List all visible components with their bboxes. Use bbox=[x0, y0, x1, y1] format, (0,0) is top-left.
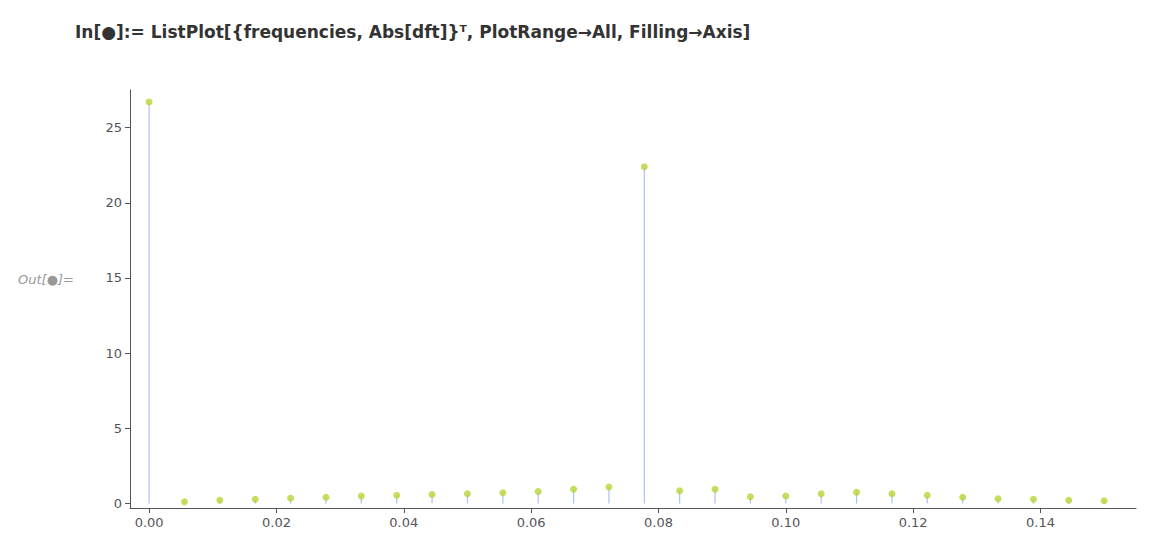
svg-text:0: 0 bbox=[114, 496, 122, 511]
svg-text:Out[●]=: Out[●]= bbox=[18, 272, 74, 287]
svg-text:0.04: 0.04 bbox=[389, 515, 418, 530]
svg-text:25: 25 bbox=[105, 120, 122, 135]
svg-text:10: 10 bbox=[105, 346, 122, 361]
svg-text:0.10: 0.10 bbox=[771, 515, 800, 530]
svg-text:0.00: 0.00 bbox=[135, 515, 164, 530]
svg-text:0.02: 0.02 bbox=[262, 515, 291, 530]
svg-text:In[●]:= ListPlot[{frequencies,: In[●]:= ListPlot[{frequencies, Abs[dft]}… bbox=[75, 22, 750, 42]
svg-text:0.14: 0.14 bbox=[1026, 515, 1055, 530]
svg-text:15: 15 bbox=[105, 270, 122, 285]
svg-text:0.12: 0.12 bbox=[899, 515, 928, 530]
svg-text:20: 20 bbox=[105, 195, 122, 210]
svg-text:0.08: 0.08 bbox=[644, 515, 673, 530]
svg-text:5: 5 bbox=[114, 421, 122, 436]
svg-text:0.06: 0.06 bbox=[517, 515, 546, 530]
